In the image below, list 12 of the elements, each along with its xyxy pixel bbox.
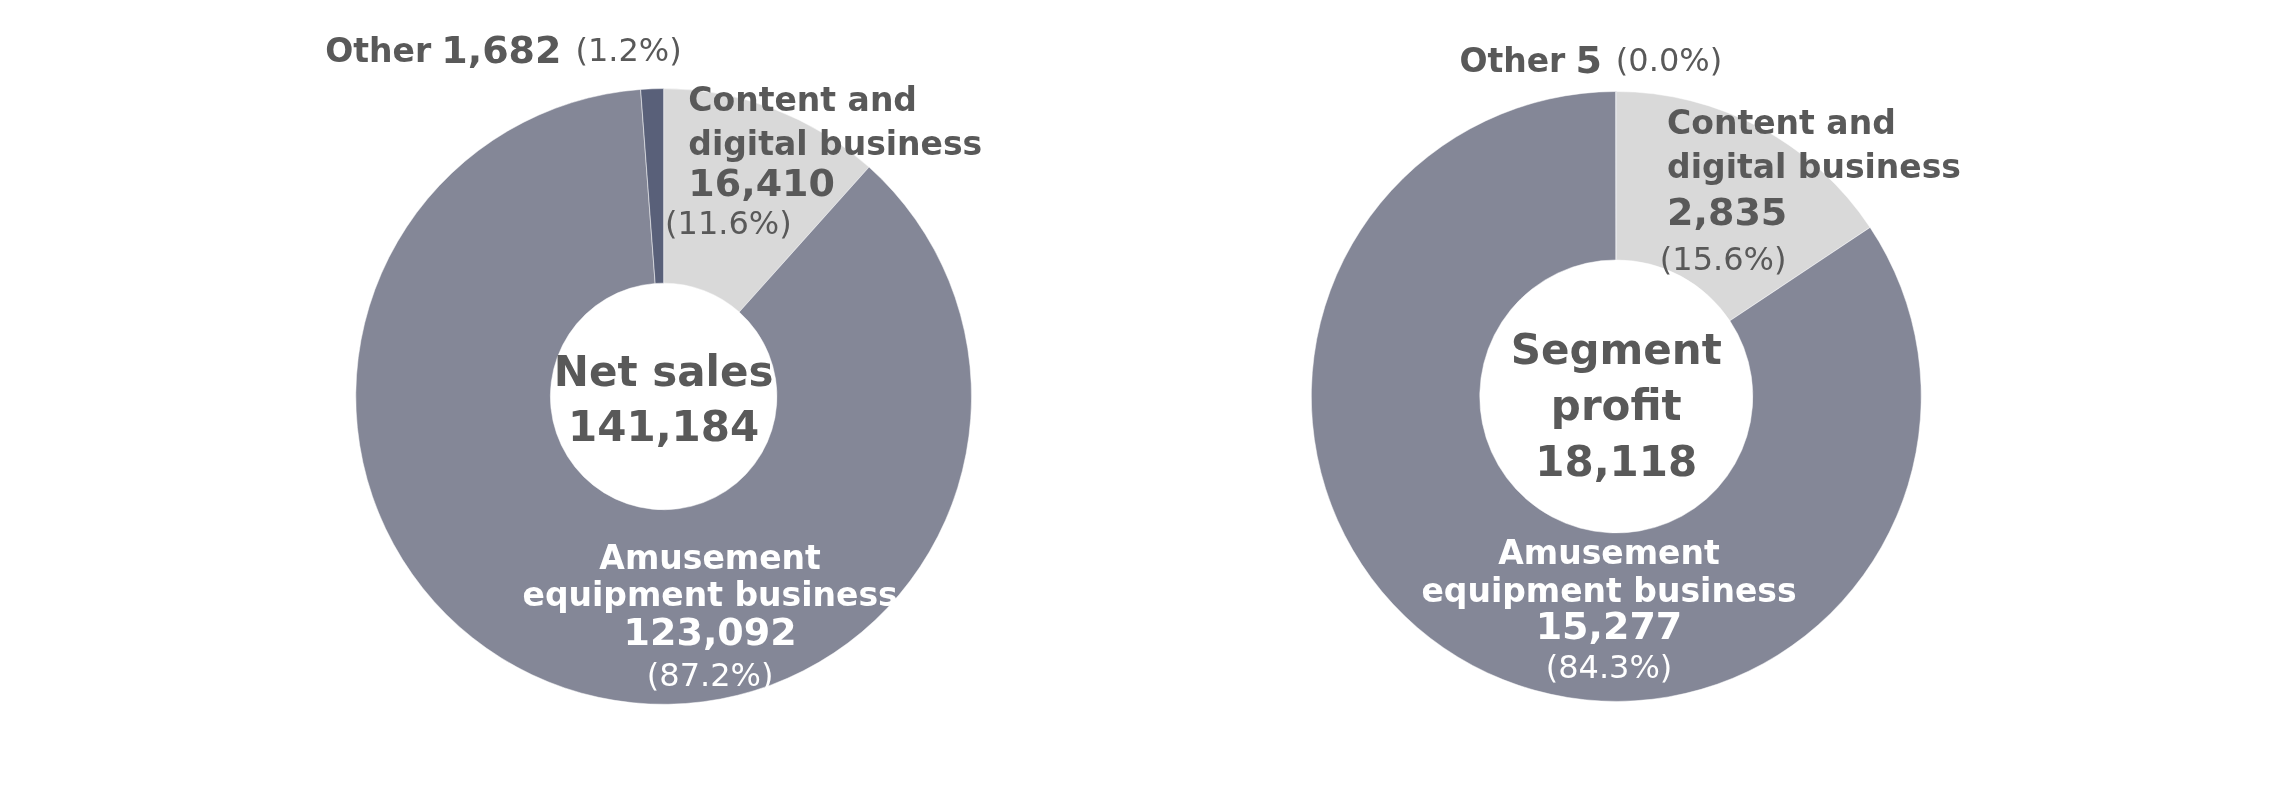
data-label: 5 (0.0%) bbox=[1575, 37, 1723, 82]
data-label: 2,835 (15.6%) bbox=[1659, 190, 1788, 279]
data-label: 1,682 (1.2%) bbox=[441, 27, 682, 72]
text: 141,184 bbox=[567, 402, 760, 452]
text: Segment profit bbox=[1510, 325, 1722, 430]
text: 18,118 bbox=[1535, 437, 1698, 487]
slice-label: Other bbox=[325, 30, 432, 70]
slice-label: Content and digital business bbox=[688, 80, 983, 163]
text: Net sales bbox=[553, 347, 774, 397]
slice-label: Other bbox=[1459, 40, 1567, 80]
data-label: 16,410 (11.6%) bbox=[665, 161, 835, 243]
slice-label: Content and digital business bbox=[1667, 103, 1962, 186]
